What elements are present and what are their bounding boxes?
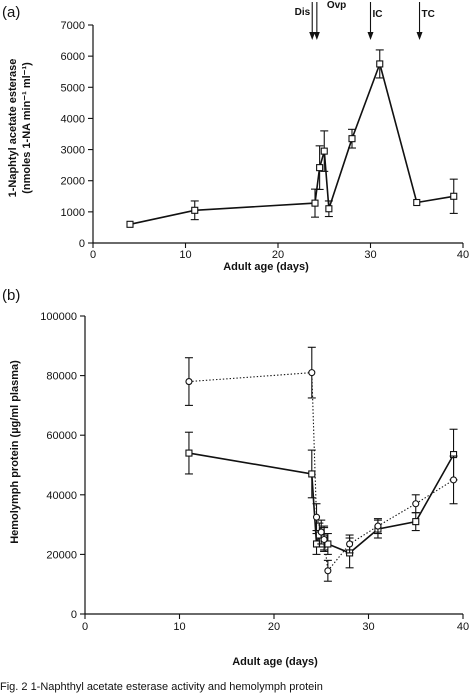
pa-y-tick-label: 2000 bbox=[61, 176, 85, 188]
pa-series-1-point bbox=[325, 205, 333, 213]
pb-series-2-point bbox=[449, 476, 458, 484]
pa-series-1-point bbox=[413, 198, 421, 207]
pb-series-2-point bbox=[320, 535, 328, 544]
pb-y-tick-label: 80000 bbox=[46, 371, 77, 383]
panel-a-plot-area: 0 1000 2000 3000 4000 5000 6000 7000 0 10 20 30 40 Di… bbox=[61, 0, 470, 261]
figure-caption: Fig. 2 1-Naphthyl acetate esterase activ… bbox=[0, 681, 323, 693]
pb-series-2-point bbox=[412, 500, 420, 508]
pa-y-tick-label: 1000 bbox=[61, 207, 85, 219]
pa-annotation-label: Dis bbox=[295, 7, 311, 18]
panel-a-label: (a) bbox=[2, 4, 20, 21]
panel-b-chart: (b) 0 20000 40000 60000 80000 100000 0 10 20 30 40… bbox=[2, 287, 469, 668]
pa-series-1-point bbox=[348, 135, 356, 143]
pb-y-tick-label: 60000 bbox=[46, 430, 77, 442]
pa-x-tick-label: 40 bbox=[457, 249, 469, 261]
pb-y-tick-label: 20000 bbox=[46, 549, 77, 561]
pa-series-1-point bbox=[311, 199, 319, 207]
pb-series-1-point bbox=[412, 518, 420, 526]
panel-b-plot-area: 0 20000 40000 60000 80000 100000 0 10 20 30 40 bbox=[40, 311, 469, 633]
pb-series-1-point bbox=[308, 470, 316, 478]
pa-annotation-label: TC bbox=[422, 9, 435, 20]
pb-series-2-point bbox=[374, 522, 382, 530]
pa-annotation-arrowhead bbox=[309, 32, 316, 40]
pa-series-1-point bbox=[450, 192, 458, 200]
pa-x-tick-label: 20 bbox=[272, 249, 284, 261]
pa-annotation-arrowhead bbox=[416, 32, 423, 40]
pa-annotation-label: Ovp bbox=[327, 0, 346, 11]
pa-series-1-line bbox=[129, 61, 454, 226]
panel-a-y-axis-units: (nmoles 1-NA min⁻¹ ml⁻¹) bbox=[21, 62, 33, 194]
pa-x-tick-label: 30 bbox=[364, 249, 376, 261]
pb-y-tick-label: 40000 bbox=[46, 490, 77, 502]
pa-y-tick-label: 4000 bbox=[61, 113, 85, 125]
pa-y-tick-label: 7000 bbox=[61, 20, 85, 32]
pb-x-tick-label: 40 bbox=[457, 621, 469, 633]
pa-annotation-label: IC bbox=[373, 9, 383, 20]
panel-b-label: (b) bbox=[2, 287, 20, 304]
pb-series-2-point bbox=[324, 567, 332, 575]
pa-x-tick-label: 0 bbox=[90, 249, 96, 261]
pb-series-2-point bbox=[185, 378, 193, 386]
pb-series-2-point bbox=[312, 513, 321, 521]
pa-y-tick-label: 5000 bbox=[61, 82, 85, 94]
panel-a-x-axis-title: Adult age (days) bbox=[223, 261, 309, 273]
pb-x-tick-label: 10 bbox=[173, 621, 185, 633]
pa-annotation-arrowhead bbox=[313, 32, 320, 40]
pa-series-1-point bbox=[316, 164, 324, 172]
pa-series-1-point bbox=[126, 220, 134, 228]
panel-b-x-axis-title: Adult age (days) bbox=[232, 656, 318, 668]
pa-series-1-point bbox=[320, 147, 328, 155]
pa-series-1-point bbox=[376, 60, 384, 68]
pb-series-2-point bbox=[346, 540, 354, 548]
pb-series-2-point bbox=[317, 528, 325, 536]
pa-y-tick-label: 6000 bbox=[61, 51, 85, 63]
panel-b-y-axis-title: Hemolymph protein (µg/ml plasma) bbox=[9, 360, 21, 544]
pb-y-tick-label: 100000 bbox=[40, 311, 77, 323]
pa-annotation-arrowhead bbox=[367, 32, 374, 40]
pa-y-tick-label: 0 bbox=[79, 238, 85, 250]
panel-a-chart: (a) 0 1000 2000 3000 4000 5000 6000 7000 0 10 20 30… bbox=[2, 0, 469, 273]
pb-x-tick-label: 0 bbox=[82, 621, 88, 633]
pa-x-tick-label: 10 bbox=[179, 249, 191, 261]
pb-x-tick-label: 20 bbox=[268, 621, 280, 633]
pb-series-2-point bbox=[308, 369, 316, 377]
pb-series-1-point bbox=[185, 449, 193, 457]
panel-a-y-axis-title: 1-Naphtyl acetate esterase bbox=[7, 59, 19, 198]
pb-series-2-line bbox=[188, 372, 454, 573]
pa-y-tick-label: 3000 bbox=[61, 145, 85, 157]
pb-x-tick-label: 30 bbox=[362, 621, 374, 633]
pa-series-1-point bbox=[191, 206, 199, 214]
pb-y-tick-label: 0 bbox=[71, 609, 77, 621]
